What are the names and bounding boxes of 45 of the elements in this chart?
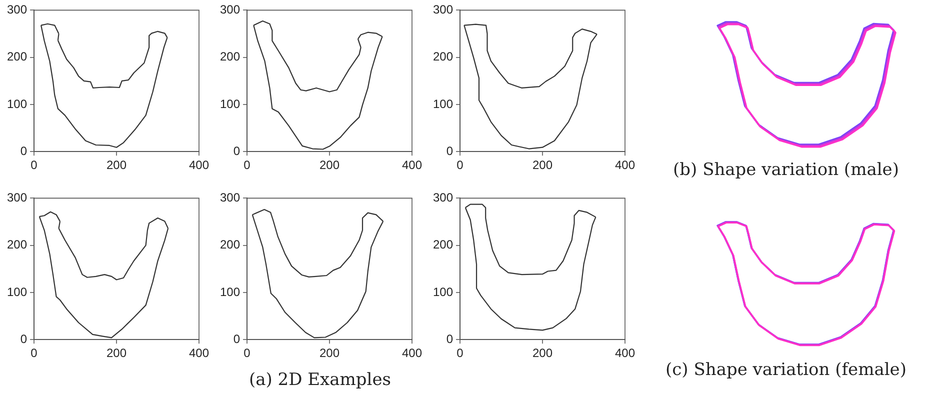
- y-tick-label: 0: [20, 332, 28, 346]
- y-tick-label: 100: [220, 284, 240, 299]
- text: (b) Shape variation (male): [672, 160, 900, 180]
- y-tick-label: 300: [432, 190, 454, 205]
- y-tick-label: 200: [6, 238, 28, 252]
- y-tick-label: 0: [20, 144, 28, 158]
- x-tick-label: 400: [188, 346, 210, 360]
- x-tick-label: 0: [244, 158, 251, 172]
- x-tick-label: 400: [614, 346, 636, 360]
- y-tick-label: 0: [233, 332, 240, 346]
- x-tick-label: 200: [319, 346, 340, 360]
- y-tick-label: 200: [6, 50, 28, 64]
- y-tick-label: 0: [446, 332, 454, 346]
- x-tick-label: 0: [30, 346, 38, 360]
- y-tick-label: 100: [220, 96, 240, 111]
- y-tick-label: 100: [6, 284, 28, 299]
- x-tick-label: 0: [456, 346, 464, 360]
- y-tick-label: 200: [220, 238, 240, 252]
- x-tick-label: 200: [106, 346, 127, 360]
- x-tick-label: 400: [614, 158, 636, 172]
- y-tick-label: 100: [6, 96, 28, 111]
- x-tick-label: 0: [30, 158, 38, 172]
- x-tick-label: 0: [456, 158, 464, 172]
- x-tick-label: 400: [402, 346, 422, 360]
- y-tick-label: 100: [432, 284, 454, 299]
- text: (c) Shape variation (female): [664, 360, 908, 380]
- y-tick-label: 300: [6, 190, 28, 205]
- x-tick-label: 400: [402, 158, 422, 172]
- y-tick-label: 100: [432, 96, 454, 111]
- y-tick-label: 300: [432, 2, 454, 17]
- y-tick-label: 300: [220, 190, 240, 205]
- x-tick-label: 400: [188, 158, 210, 172]
- text: (a) 2D Examples: [248, 370, 392, 390]
- y-tick-label: 0: [446, 144, 454, 158]
- y-tick-label: 0: [233, 144, 240, 158]
- x-tick-label: 200: [106, 158, 127, 172]
- y-tick-label: 300: [220, 2, 240, 17]
- x-tick-label: 0: [244, 346, 251, 360]
- x-tick-label: 200: [532, 158, 553, 172]
- y-tick-label: 200: [432, 238, 454, 252]
- x-tick-label: 200: [319, 158, 340, 172]
- y-tick-label: 200: [220, 50, 240, 64]
- x-tick-label: 200: [532, 346, 553, 360]
- y-tick-label: 200: [432, 50, 454, 64]
- y-tick-label: 300: [6, 2, 28, 17]
